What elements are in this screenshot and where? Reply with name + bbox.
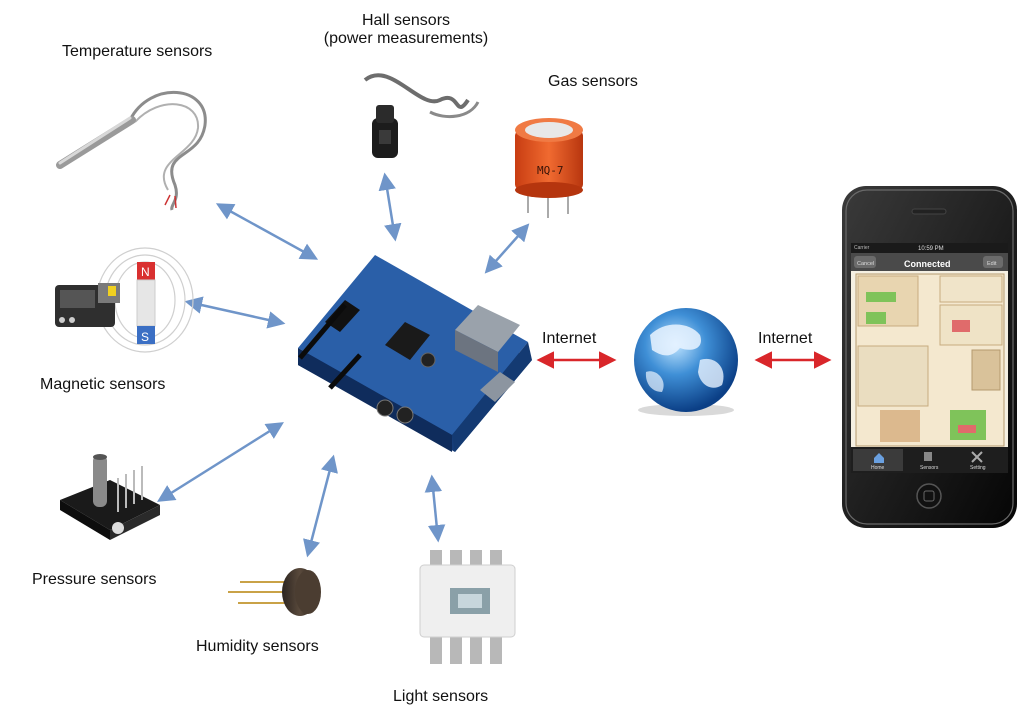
magnetic-sensor-image: N S [55,247,194,353]
gas-sensors-label: Gas sensors [548,73,638,90]
hall-sensors-label: Hall sensors (power measurements) [306,12,506,48]
hall-sensor-image [363,73,480,158]
phone-tab-setting: Setting [970,465,986,471]
arrow-magnetic [184,296,286,329]
temperature-probe-image [56,90,207,211]
connection-arrows [157,172,530,558]
phone-nav-title: Connected [904,259,951,269]
pressure-sensors-label: Pressure sensors [32,571,157,588]
hall-sensors-label-line2: (power measurements) [323,30,489,47]
gas-sensor-image: MQ-7 [515,118,583,218]
pressure-sensor-image [60,454,160,540]
temperature-sensors-label: Temperature sensors [62,43,213,60]
phone-nav-cancel: Cancel [857,261,874,267]
light-sensor-image [419,550,516,664]
home-icon [874,453,884,463]
arrow-hall [378,172,402,242]
arrow-pressure [157,422,284,502]
phone-time: 10:59 PM [918,246,944,252]
gas-chip-text: MQ-7 [537,164,564,177]
magnet-s-text: S [141,330,149,344]
internet-left-label: Internet [542,330,597,347]
arrow-temperature [215,203,319,260]
arrow-humidity [303,454,338,558]
phone-tab-home: Home [871,465,885,471]
hall-sensors-label-line1: Hall sensors [361,12,451,29]
arrow-light [424,474,446,543]
humidity-sensor-image [228,568,321,616]
arduino-board-image [298,255,532,452]
phone-tab-sensors: Sensors [920,465,939,471]
smartphone-image: Carrier 10:59 PM Cancel Connected Edit H… [842,186,1017,528]
magnetic-sensors-label: Magnetic sensors [40,376,166,393]
internet-right-label: Internet [758,330,813,347]
light-sensors-label: Light sensors [393,688,489,705]
arrow-gas [484,223,530,274]
phone-carrier: Carrier [854,245,870,251]
phone-nav-edit: Edit [987,261,997,267]
humidity-sensors-label: Humidity sensors [196,638,319,655]
magnet-n-text: N [141,265,150,279]
sensors-icon [924,452,932,461]
setting-icon [971,451,983,463]
internet-globe-icon [634,308,738,416]
